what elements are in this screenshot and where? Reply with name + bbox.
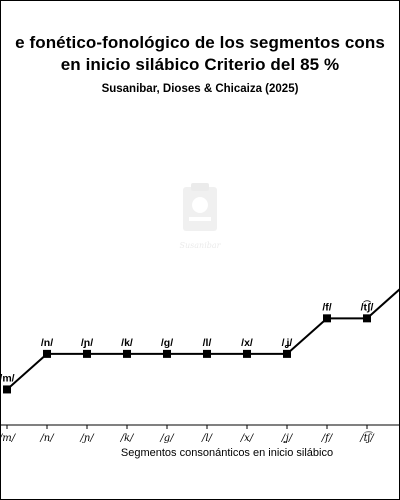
- data-point-8: [323, 314, 331, 323]
- x-tick-label-0: /m/: [1, 433, 17, 444]
- x-tick-label-3: /k/: [120, 433, 135, 444]
- x-tick-label-2: /ɲ/: [79, 433, 95, 444]
- chart-subtitle: Susanibar, Dioses & Chicaiza (2025): [101, 83, 299, 95]
- point-label-5: /l/: [203, 337, 212, 349]
- data-point-3: [123, 349, 131, 358]
- watermark-logo: Susanibar: [169, 181, 231, 250]
- point-label-7: /ʝ/: [282, 337, 293, 349]
- data-point-9: [363, 314, 371, 323]
- point-label-3: /k/: [121, 337, 133, 349]
- point-label-4: /g/: [161, 337, 173, 349]
- x-tick-label-8: /f/: [321, 433, 334, 444]
- data-point-2: [83, 349, 91, 358]
- chart-title-line-2: en inicio silábico Criterio del 85 %: [60, 55, 340, 74]
- data-point-5: [203, 349, 211, 358]
- x-tick-label-7: /ʝ/: [281, 433, 294, 444]
- x-tick-label-1: /n/: [39, 433, 55, 444]
- x-tick-label-5: /l/: [201, 433, 214, 444]
- data-point-4: [163, 349, 171, 358]
- point-label-6: /x/: [241, 337, 253, 349]
- x-tick-label-4: /g/: [159, 433, 175, 444]
- x-axis-label: Segmentos consonánticos en inicio silábi…: [121, 447, 333, 459]
- data-point-0: [3, 385, 11, 394]
- point-label-1: /n/: [41, 337, 53, 349]
- x-tick-label-9: /t͡ʃ/: [359, 432, 375, 444]
- point-label-0: /m/: [1, 372, 15, 384]
- watermark-text: Susanibar: [179, 241, 221, 250]
- point-label-2: /ɲ/: [81, 337, 93, 349]
- data-point-7: [283, 349, 291, 358]
- point-label-9: /t͡ʃ/: [361, 300, 374, 314]
- point-label-8: /f/: [322, 301, 331, 313]
- watermark-icon: [183, 183, 217, 231]
- chart-title-line-1: e fonético-fonológico de los segmentos c…: [15, 33, 385, 52]
- data-point-1: [43, 349, 51, 358]
- data-point-6: [243, 349, 251, 358]
- x-tick-label-6: /x/: [240, 433, 255, 444]
